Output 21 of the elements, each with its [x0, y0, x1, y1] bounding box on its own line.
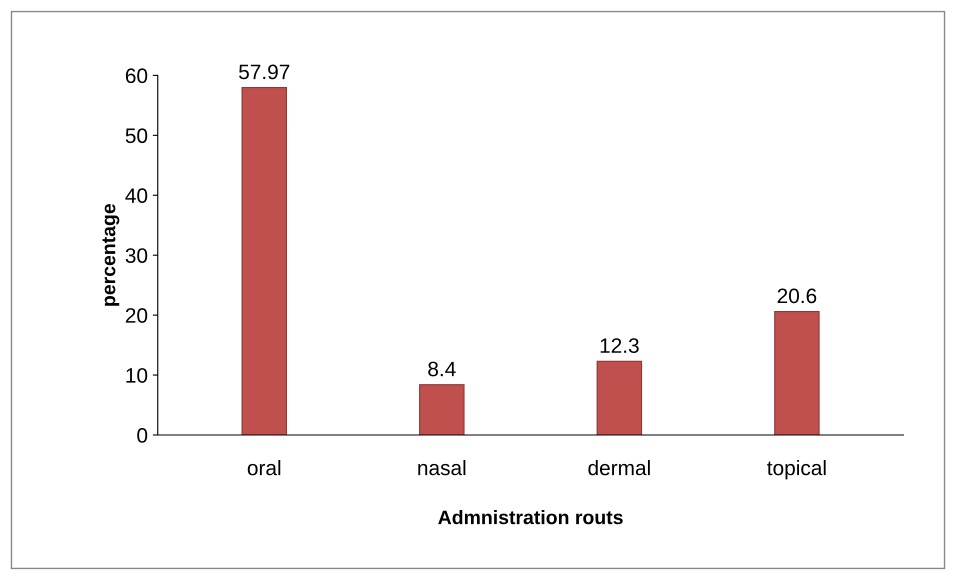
- bar: [774, 310, 820, 435]
- data-label: 12.3: [600, 338, 639, 353]
- x-tick-label: topical: [767, 460, 826, 480]
- x-tick-label: dermal: [588, 460, 650, 476]
- x-tick-label: oral: [248, 460, 280, 476]
- y-tick-label: 50: [126, 128, 148, 144]
- y-axis-title: percentage: [102, 204, 120, 306]
- x-tick-label: nasal: [418, 460, 466, 476]
- y-tick-label: 10: [126, 368, 148, 383]
- x-axis-title: Admnistration routs: [438, 510, 623, 524]
- y-tick-label: 20: [126, 308, 148, 323]
- y-tick-label: 60: [126, 68, 148, 84]
- bar: [242, 87, 288, 435]
- data-label: 8.4: [428, 362, 456, 376]
- bar: [419, 384, 465, 435]
- y-tick-label: 0: [137, 428, 148, 443]
- y-tick-label: 30: [126, 248, 148, 263]
- y-tick-label: 40: [125, 188, 148, 204]
- bar: [596, 360, 642, 435]
- data-label: 57.97: [239, 64, 290, 80]
- data-label: 20.6: [778, 288, 816, 304]
